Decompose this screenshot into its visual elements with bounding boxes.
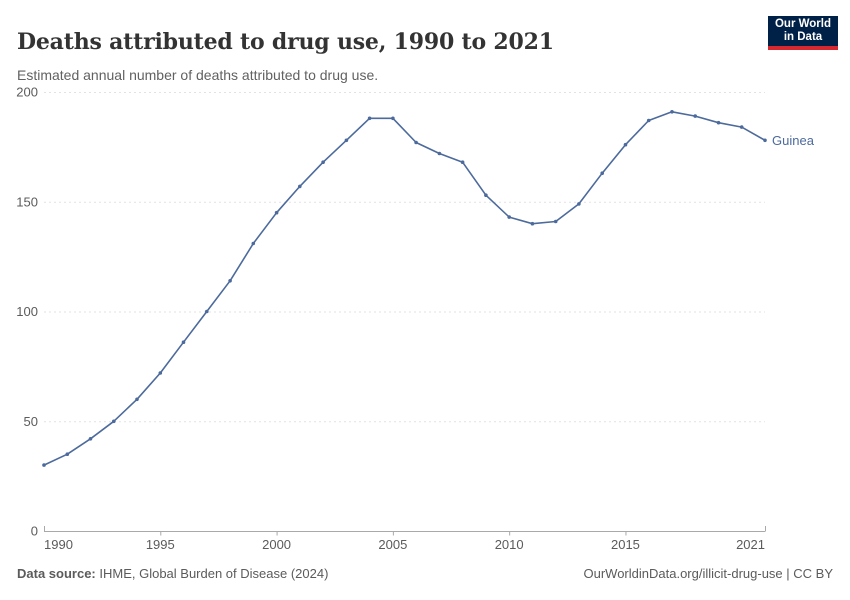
- data-point-1991[interactable]: [65, 452, 70, 457]
- data-point-1999[interactable]: [251, 241, 256, 246]
- data-point-2017[interactable]: [670, 110, 674, 114]
- x-tick-label-1990: 1990: [44, 537, 73, 552]
- data-point-2012[interactable]: [553, 219, 558, 224]
- footer: Data source: IHME, Global Burden of Dise…: [17, 566, 833, 581]
- data-point-2003[interactable]: [344, 138, 349, 143]
- owid-logo-line2: in Data: [783, 31, 823, 43]
- data-point-1995[interactable]: [158, 371, 163, 375]
- data-point-1994[interactable]: [135, 397, 139, 402]
- data-point-2016[interactable]: [646, 118, 651, 123]
- data-point-2000[interactable]: [274, 210, 279, 215]
- owid-logo[interactable]: Our World in Data: [768, 16, 838, 50]
- x-tick-label-2015: 2015: [611, 537, 640, 552]
- data-point-2007[interactable]: [437, 151, 442, 156]
- data-point-2021[interactable]: [763, 138, 767, 143]
- data-point-2004[interactable]: [367, 116, 372, 121]
- data-point-2018[interactable]: [693, 114, 697, 118]
- y-tick-label-100: 100: [16, 304, 38, 319]
- data-point-2010[interactable]: [507, 215, 512, 219]
- page-subtitle: Estimated annual number of deaths attrib…: [17, 67, 379, 83]
- data-point-2013[interactable]: [577, 202, 581, 206]
- data-point-2001[interactable]: [298, 184, 302, 189]
- data-point-2008[interactable]: [460, 160, 465, 164]
- series-line-guinea[interactable]: [43, 111, 766, 466]
- x-tick-label-2021: 2021: [736, 537, 765, 552]
- data-point-2014[interactable]: [600, 171, 604, 175]
- page-title: Deaths attributed to drug use, 1990 to 2…: [17, 28, 554, 55]
- owid-logo-line1: Our World: [774, 18, 831, 30]
- data-point-2015[interactable]: [623, 142, 628, 147]
- data-point-2009[interactable]: [484, 193, 488, 197]
- footer-source-text: IHME, Global Burden of Disease (2024): [95, 566, 329, 581]
- y-tick-label-200: 200: [16, 85, 38, 100]
- y-tick-label-0: 0: [31, 524, 38, 539]
- series-label-guinea[interactable]: Guinea: [772, 133, 815, 148]
- data-point-2002[interactable]: [321, 160, 325, 164]
- data-point-1993[interactable]: [112, 419, 116, 424]
- footer-source: Data source: IHME, Global Burden of Dise…: [17, 566, 328, 581]
- data-point-2019[interactable]: [716, 120, 721, 125]
- y-tick-label-50: 50: [24, 414, 38, 429]
- data-point-2011[interactable]: [530, 221, 535, 226]
- data-point-2006[interactable]: [414, 140, 418, 145]
- data-point-1996[interactable]: [181, 340, 186, 345]
- data-point-1998[interactable]: [228, 279, 232, 283]
- x-tick-label-2005: 2005: [378, 537, 407, 552]
- y-tick-label-150: 150: [16, 194, 38, 209]
- footer-link[interactable]: OurWorldinData.org/illicit-drug-use | CC…: [583, 566, 834, 581]
- footer-source-label: Data source:: [17, 566, 96, 581]
- x-tick-label-2000: 2000: [262, 537, 291, 552]
- data-point-2020[interactable]: [739, 125, 744, 129]
- data-point-1997[interactable]: [205, 309, 209, 314]
- data-point-1990[interactable]: [42, 463, 46, 467]
- data-point-2005[interactable]: [391, 116, 395, 121]
- x-tick-label-1995: 1995: [146, 537, 175, 552]
- x-tick-label-2010: 2010: [495, 537, 524, 552]
- data-point-1992[interactable]: [88, 437, 93, 441]
